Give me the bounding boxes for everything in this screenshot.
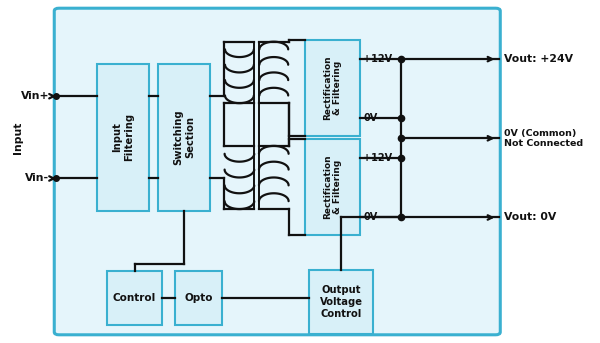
FancyBboxPatch shape [175,271,222,325]
Text: +12V: +12V [363,153,392,163]
Text: Vin-: Vin- [25,174,49,184]
Text: 0V: 0V [363,212,377,223]
FancyBboxPatch shape [309,270,373,334]
Text: Vout: 0V: Vout: 0V [505,212,557,223]
Text: Vout: +24V: Vout: +24V [505,54,574,64]
FancyBboxPatch shape [97,64,149,211]
Text: Input
Filtering: Input Filtering [112,113,134,162]
Text: Rectification
& Filtering: Rectification & Filtering [323,56,342,120]
Text: Output
Voltage
Control: Output Voltage Control [320,285,363,319]
FancyBboxPatch shape [305,40,360,135]
Text: 0V: 0V [363,114,377,123]
FancyBboxPatch shape [54,8,500,335]
FancyBboxPatch shape [305,139,360,235]
Text: Control: Control [113,293,156,303]
Text: Rectification
& Filtering: Rectification & Filtering [323,155,342,219]
FancyBboxPatch shape [107,271,162,325]
Text: +12V: +12V [363,54,392,64]
Text: Input: Input [13,121,23,154]
Text: Vin+: Vin+ [20,91,49,101]
Text: 0V (Common)
Not Connected: 0V (Common) Not Connected [505,129,583,148]
FancyBboxPatch shape [158,64,211,211]
Text: Opto: Opto [184,293,213,303]
Text: Switching
Section: Switching Section [173,109,195,165]
